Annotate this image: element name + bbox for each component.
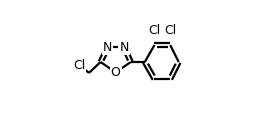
- Text: O: O: [111, 66, 121, 79]
- Text: Cl: Cl: [73, 59, 86, 72]
- Text: N: N: [119, 41, 129, 54]
- Text: Cl: Cl: [148, 24, 161, 37]
- Text: Cl: Cl: [164, 24, 176, 37]
- Text: N: N: [103, 41, 112, 54]
